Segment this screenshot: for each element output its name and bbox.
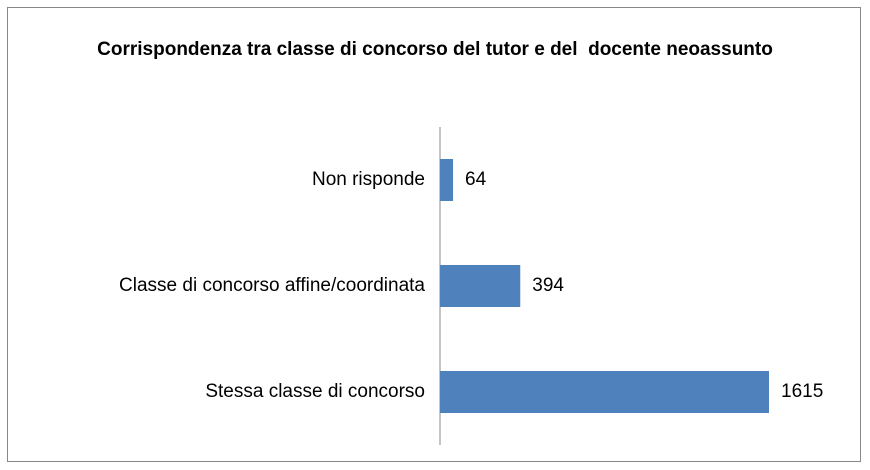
chart-frame (7, 7, 861, 462)
value-label: 64 (465, 169, 487, 190)
category-label: Non risponde (312, 169, 425, 190)
category-label: Classe di concorso affine/coordinata (119, 275, 425, 296)
value-label: 1615 (781, 381, 823, 402)
chart-title: Corrispondenza tra classe di concorso de… (97, 39, 773, 60)
bar (440, 371, 769, 413)
bar (440, 265, 521, 307)
bar (440, 159, 454, 201)
category-label: Stessa classe di concorso (205, 381, 425, 402)
value-label: 394 (532, 275, 564, 296)
